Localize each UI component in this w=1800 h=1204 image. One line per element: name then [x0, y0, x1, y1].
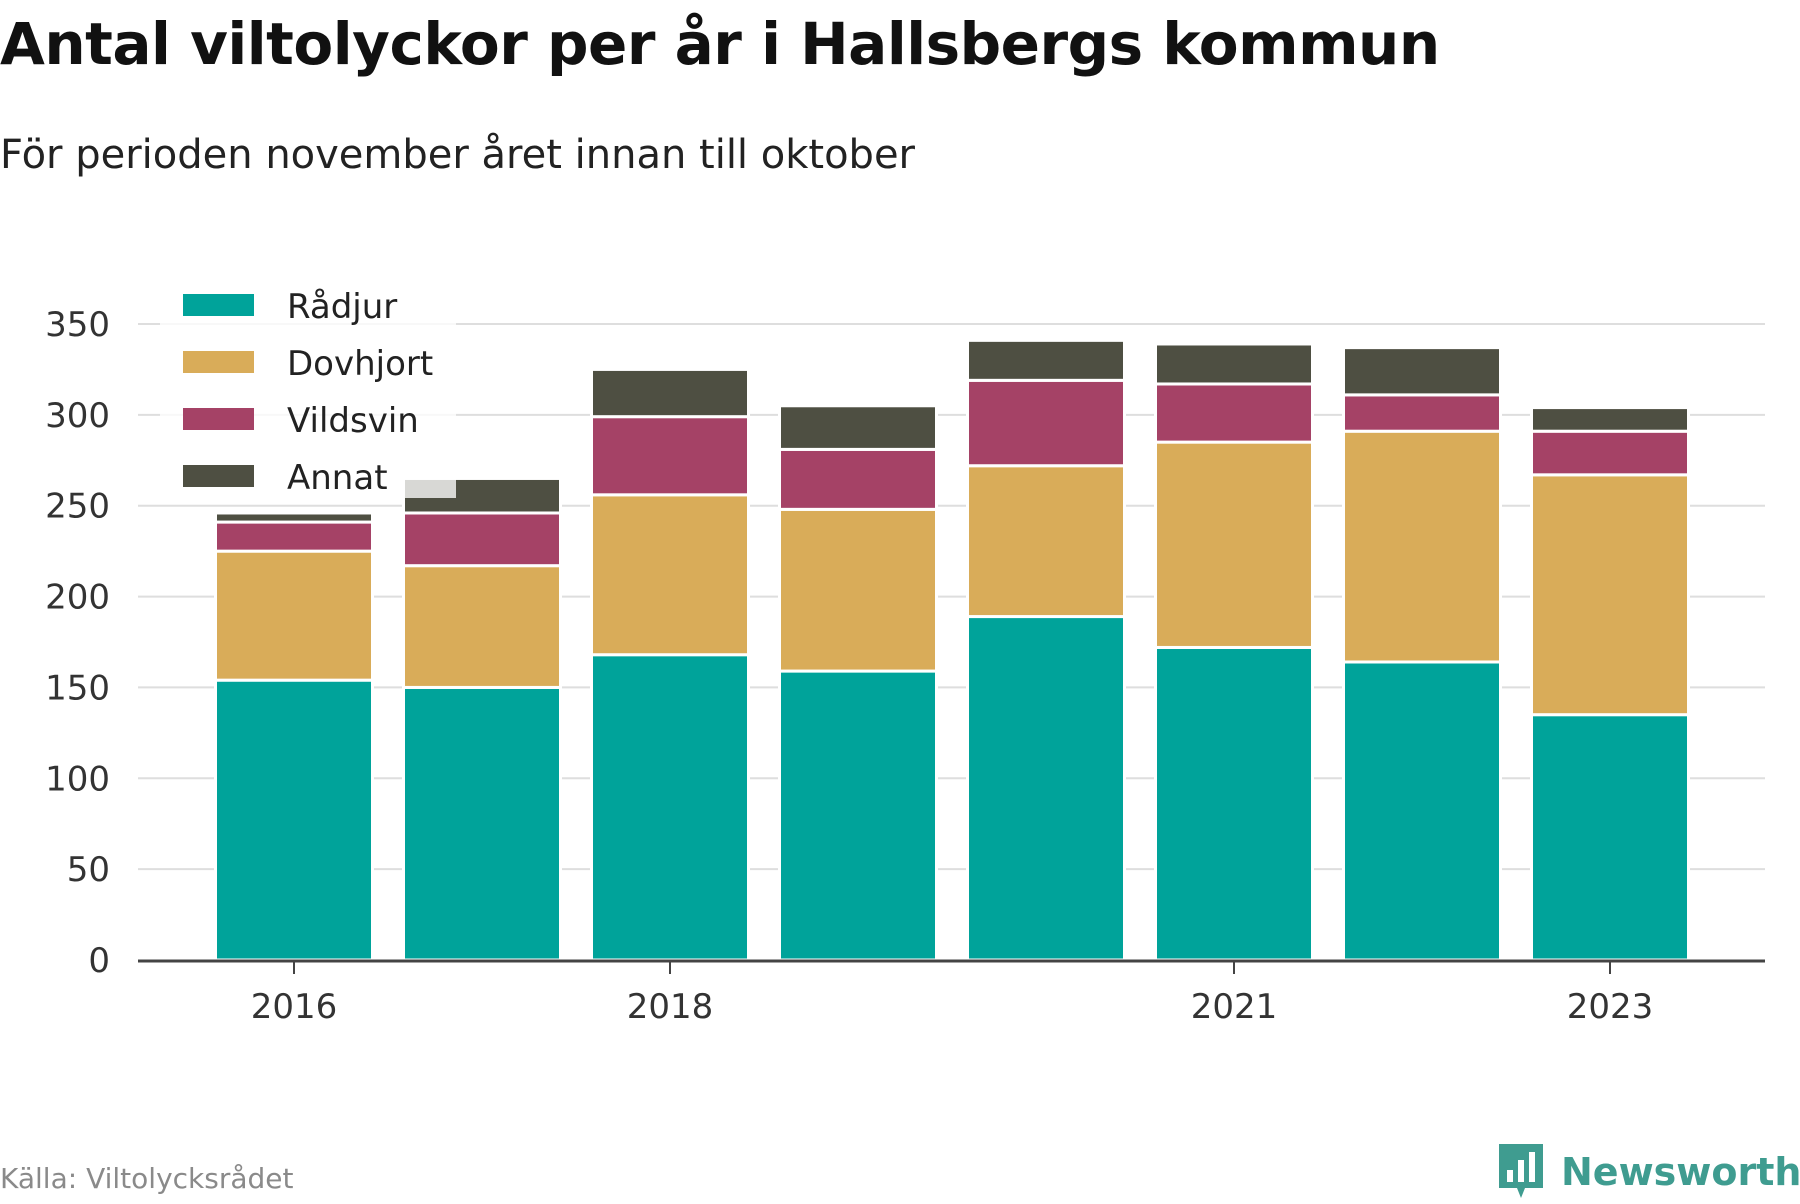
legend-swatch: [183, 351, 254, 373]
y-tick-label: 250: [45, 487, 110, 527]
brand-logo: Newsworthy: [1495, 1140, 1800, 1204]
bar-segment: [1342, 429, 1502, 664]
bar-segment: [214, 520, 374, 553]
legend-swatch: [183, 294, 254, 316]
bar-segment: [1530, 429, 1690, 477]
bar-segment: [778, 404, 938, 451]
legend-label: Annat: [287, 458, 388, 498]
bar-segment: [778, 669, 938, 962]
bar-segment: [590, 415, 750, 497]
legend-label: Dovhjort: [287, 344, 433, 384]
bar-segment: [214, 511, 374, 524]
bar-segment: [1154, 342, 1314, 386]
bar-segment: [590, 653, 750, 962]
bar-segment: [966, 378, 1126, 468]
bar-segment: [1530, 713, 1690, 962]
bar-segment: [778, 447, 938, 511]
legend-label: Rådjur: [287, 287, 397, 327]
bar-segment: [1342, 346, 1502, 397]
x-tick-label: 2018: [627, 987, 714, 1027]
bar-segment: [966, 338, 1126, 382]
bar-segment: [590, 367, 750, 419]
bars: [214, 338, 1690, 962]
bar-segment: [590, 493, 750, 657]
bar-segment: [1342, 660, 1502, 962]
bar-segment: [1154, 440, 1314, 649]
bar-segment: [1342, 393, 1502, 433]
bar-segment: [778, 507, 938, 673]
bar-segment: [1154, 382, 1314, 444]
chart-title: Antal viltolyckor per år i Hallsbergs ko…: [0, 10, 1440, 78]
bar-segment: [214, 678, 374, 962]
bar-segment: [1154, 645, 1314, 962]
y-tick-label: 200: [45, 578, 110, 618]
x-tick-label: 2023: [1567, 987, 1654, 1027]
legend-swatch: [183, 465, 254, 487]
y-tick-label: 150: [45, 668, 110, 708]
newsworthy-logo-icon: [1499, 1144, 1543, 1198]
bar-segment: [1530, 473, 1690, 717]
legend-label: Vildsvin: [287, 401, 419, 441]
y-tick-label: 50: [67, 850, 110, 890]
legend: Rådjur Dovhjort Vildsvin Annat: [160, 270, 456, 498]
chart-subtitle: För perioden november året innan till ok…: [0, 132, 915, 178]
bar-segment: [214, 549, 374, 682]
axes: 0 50 100 150 200 250 300 350 2016 2018 2021 2023: [45, 305, 1765, 1027]
y-tick-label: 100: [45, 759, 110, 799]
bar-segment: [1530, 406, 1690, 433]
brand-name: Newsworthy: [1561, 1150, 1800, 1194]
bar-segment: [966, 464, 1126, 619]
bar-segment: [402, 685, 562, 962]
bar-segment: [966, 615, 1126, 962]
x-tick-label: 2016: [251, 987, 338, 1027]
bar-segment: [402, 511, 562, 568]
y-tick-label: 0: [88, 941, 110, 981]
source-note: Källa: Viltolycksrådet: [0, 1162, 294, 1195]
stacked-bar-chart: 0 50 100 150 200 250 300 350 2016 2018 2021 2023 Rå…: [45, 270, 1765, 1027]
y-tick-label: 350: [45, 305, 110, 345]
legend-swatch: [183, 408, 254, 430]
x-tick-label: 2021: [1191, 987, 1278, 1027]
y-tick-label: 300: [45, 396, 110, 436]
bar-segment: [402, 564, 562, 689]
